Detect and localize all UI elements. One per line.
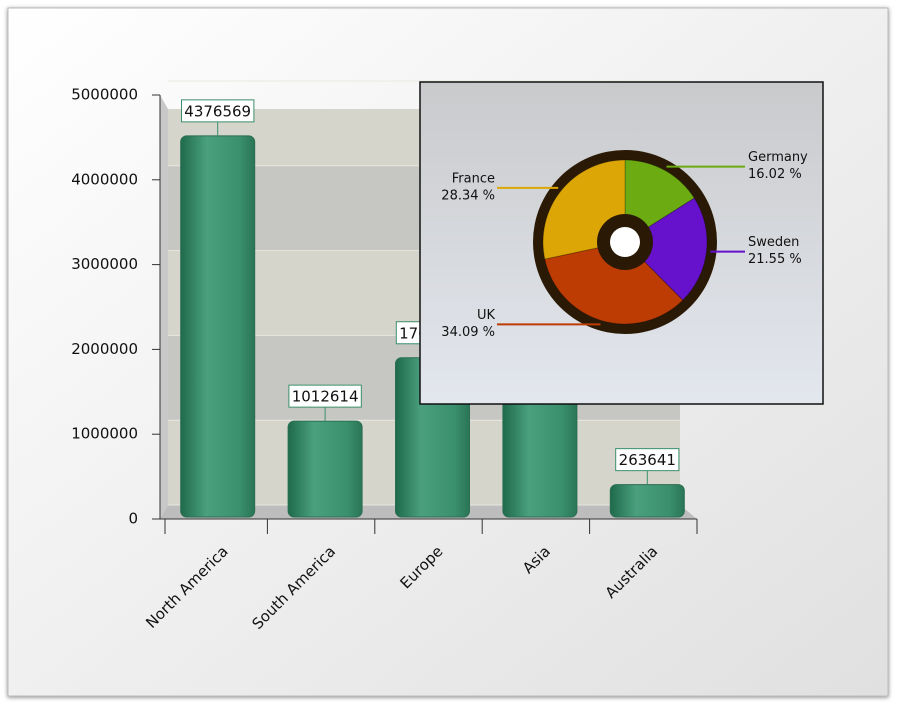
side-wall (160, 95, 168, 519)
pie-label: France (452, 171, 495, 186)
y-tick-label: 2000000 (71, 340, 138, 358)
y-tick-label: 5000000 (71, 86, 138, 104)
y-tick-label: 4000000 (71, 170, 138, 188)
value-label-box (615, 448, 680, 472)
bar (609, 484, 685, 518)
y-tick-label: 0 (128, 510, 138, 528)
value-label: 1012614 (292, 388, 359, 406)
pie-label: Germany (748, 150, 808, 165)
y-tick-label: 3000000 (71, 255, 138, 273)
pie-label: UK (477, 308, 496, 323)
pie-value-label: 28.34 % (441, 188, 495, 203)
value-label-box (181, 99, 255, 123)
pie-value-label: 34.09 % (441, 325, 495, 340)
value-label: 4376569 (184, 102, 251, 120)
value-label-box (288, 384, 362, 408)
bar (287, 420, 363, 518)
pie-value-label: 21.55 % (748, 252, 802, 267)
y-tick-label: 1000000 (71, 425, 138, 443)
pie-slice (544, 241, 684, 325)
pie-label: Sweden (748, 235, 799, 250)
value-label: 263641 (619, 451, 676, 469)
bar (180, 135, 256, 518)
pie-value-label: 16.02 % (748, 167, 802, 182)
pie-hole (610, 227, 640, 257)
pie-slice (624, 197, 708, 301)
pie-popup: Germany 16.02 % Sweden 21.55 % UK 34.09 % Fran… (419, 81, 824, 405)
